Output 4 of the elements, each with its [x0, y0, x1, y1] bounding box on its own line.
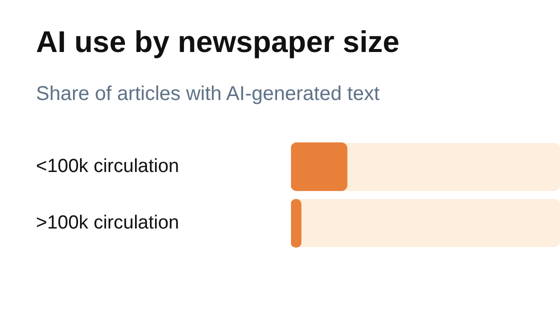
y-tick-label: <100k circulation [36, 156, 180, 177]
chart-subtitle: Share of articles with AI-generated text [36, 83, 380, 106]
y-tick-label: >100k circulation [36, 212, 180, 234]
chart-title: AI use by newspaper size [36, 26, 400, 60]
